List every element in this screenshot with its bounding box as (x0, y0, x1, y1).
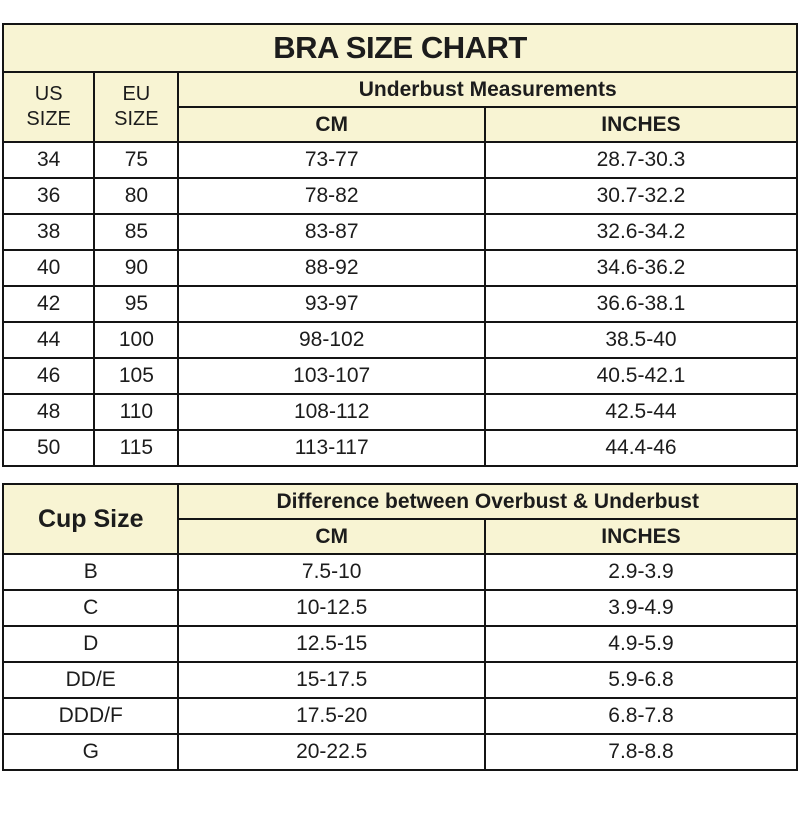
table-cell: 6.8-7.8 (483, 697, 799, 735)
column-header-inches: INCHES (483, 106, 799, 143)
table-row: 34 75 73-77 28.7-30.3 (1, 141, 799, 179)
table-cell: 113-117 (177, 429, 486, 467)
table-cell: 110 (93, 393, 180, 431)
table-cell: 105 (93, 357, 180, 395)
table-cell: 7.5-10 (177, 553, 486, 591)
table-cell: 80 (93, 177, 180, 215)
table-header-row: CM INCHES (3, 518, 799, 555)
table-row: 44 100 98-102 38.5-40 (1, 321, 799, 359)
table-cell: 88-92 (177, 249, 486, 287)
table-row: 50 115 113-117 44.4-46 (1, 429, 799, 467)
group-header-underbust: Underbust Measurements (177, 71, 798, 108)
table-cell: 10-12.5 (177, 589, 486, 627)
table-cell: 3.9-4.9 (483, 589, 799, 627)
table-cell: B (1, 553, 180, 591)
table-cell: 42 (1, 285, 96, 323)
table-cell: 34.6-36.2 (483, 249, 799, 287)
table-cell: 2.9-3.9 (483, 553, 799, 591)
table-cell: 42.5-44 (483, 393, 799, 431)
table-cell: 15-17.5 (177, 661, 486, 699)
table-cell: 4.9-5.9 (483, 625, 799, 663)
table-row: D 12.5-15 4.9-5.9 (1, 625, 799, 663)
table-cell: 32.6-34.2 (483, 213, 799, 251)
table-cell: 83-87 (177, 213, 486, 251)
table-cell: 20-22.5 (177, 733, 486, 771)
table-cell: 36 (1, 177, 96, 215)
column-header-cm: CM (177, 106, 486, 143)
table-cell: 44.4-46 (483, 429, 799, 467)
table-cell: 85 (93, 213, 180, 251)
table-row: 46 105 103-107 40.5-42.1 (1, 357, 799, 395)
table-row: C 10-12.5 3.9-4.9 (1, 589, 799, 627)
table-cell: 46 (1, 357, 96, 395)
table-row: 42 95 93-97 36.6-38.1 (1, 285, 799, 323)
table-cell: D (1, 625, 180, 663)
table-cell: 100 (93, 321, 180, 359)
table-cell: 40 (1, 249, 96, 287)
table-cell: 30.7-32.2 (483, 177, 799, 215)
table-cell: 98-102 (177, 321, 486, 359)
table-cell: 17.5-20 (177, 697, 486, 735)
table-cell: 12.5-15 (177, 625, 486, 663)
table-cell: 95 (93, 285, 180, 323)
table-row: G 20-22.5 7.8-8.8 (1, 733, 799, 771)
table-cell: 48 (1, 393, 96, 431)
column-header-inches: INCHES (483, 518, 799, 555)
table-cell: 90 (93, 249, 180, 287)
column-header-us-size: US SIZE (1, 71, 96, 143)
column-header-cm: CM (177, 518, 486, 555)
table-cell: 50 (1, 429, 96, 467)
table-row: 36 80 78-82 30.7-32.2 (1, 177, 799, 215)
table-cell: 78-82 (177, 177, 486, 215)
table-gap (2, 467, 798, 483)
table-cell: 28.7-30.3 (483, 141, 799, 179)
table-cell: 93-97 (177, 285, 486, 323)
table-row: B 7.5-10 2.9-3.9 (1, 553, 799, 591)
table-cell: 103-107 (177, 357, 486, 395)
table-row: 48 110 108-112 42.5-44 (1, 393, 799, 431)
table-row: DD/E 15-17.5 5.9-6.8 (1, 661, 799, 699)
table-cell: 73-77 (177, 141, 486, 179)
column-header-cup-size: Cup Size (1, 483, 180, 555)
table-row: 40 90 88-92 34.6-36.2 (1, 249, 799, 287)
table-cell: 40.5-42.1 (483, 357, 799, 395)
table-cell: 115 (93, 429, 180, 467)
size-table-body: 34 75 73-77 28.7-30.3 36 80 78-82 30.7-32.2 38 85… (1, 141, 799, 467)
cup-table-body: B 7.5-10 2.9-3.9 C 10-12.5 3.9-4.9 D 12.5-15 4.9… (1, 553, 799, 771)
chart-title: BRA SIZE CHART (2, 23, 798, 73)
bra-size-chart-sheet: BRA SIZE CHART US SIZE EU SIZE Underbust… (1, 23, 799, 771)
table-row: 38 85 83-87 32.6-34.2 (1, 213, 799, 251)
table-cell: G (1, 733, 180, 771)
table-cell: DD/E (1, 661, 180, 699)
table-cell: 44 (1, 321, 96, 359)
table-cell: 108-112 (177, 393, 486, 431)
table-row: DDD/F 17.5-20 6.8-7.8 (1, 697, 799, 735)
bra-size-table: BRA SIZE CHART US SIZE EU SIZE Underbust… (1, 23, 799, 467)
table-cell: 38 (1, 213, 96, 251)
table-header-row: Cup Size Difference between Overbust & U… (1, 483, 798, 555)
table-cell: 38.5-40 (483, 321, 799, 359)
table-title-row: BRA SIZE CHART (2, 23, 798, 73)
table-cell: DDD/F (1, 697, 180, 735)
table-cell: C (1, 589, 180, 627)
table-cell: 75 (93, 141, 180, 179)
table-cell: 34 (1, 141, 96, 179)
column-header-eu-size: EU SIZE (93, 71, 180, 143)
table-header-row: CM INCHES (3, 106, 799, 143)
table-cell: 36.6-38.1 (483, 285, 799, 323)
group-header-difference: Difference between Overbust & Underbust (177, 483, 798, 520)
cup-size-table: Cup Size Difference between Overbust & U… (1, 483, 799, 771)
table-cell: 5.9-6.8 (483, 661, 799, 699)
table-cell: 7.8-8.8 (483, 733, 799, 771)
table-header-row: US SIZE EU SIZE Underbust Measurements (1, 71, 798, 143)
